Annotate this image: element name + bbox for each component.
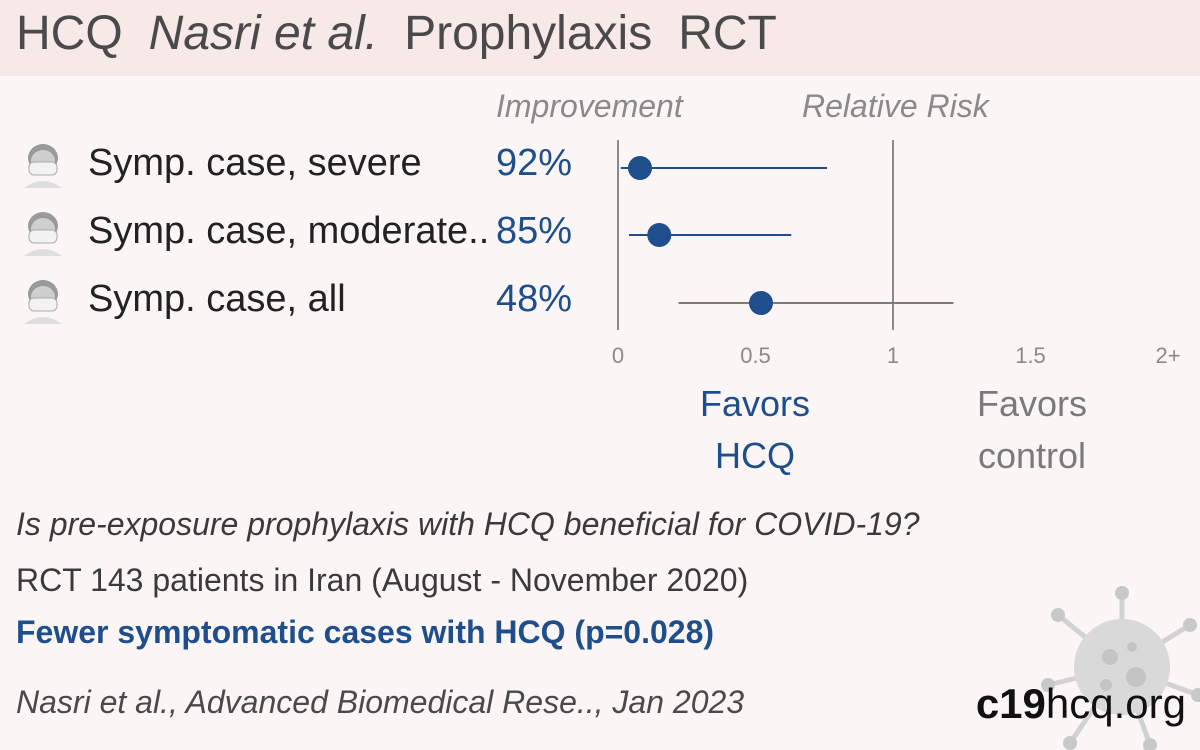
x-tick-label: 0.5 (740, 343, 771, 368)
site-logo[interactable]: c19hcq.org (976, 680, 1186, 728)
improvement-column-header: Improvement (496, 88, 683, 124)
point-estimate-2 (749, 291, 773, 315)
relative-risk-column-header: Relative Risk (802, 88, 989, 124)
sick-person-mask-icon (24, 212, 62, 256)
title-author: Nasri et al. (148, 7, 379, 60)
study-question: Is pre-exposure prophylaxis with HCQ ben… (16, 506, 920, 542)
favors-control-line2: control (977, 435, 1087, 476)
favors-hcq-line1: Favors (699, 383, 811, 424)
citation: Nasri et al., Advanced Biomedical Rese..… (16, 684, 745, 720)
point-estimate-1 (647, 223, 672, 247)
study-design: RCT 143 patients in Iran (August - Novem… (16, 562, 749, 598)
title-design: RCT (678, 7, 777, 60)
x-tick-label: 1.5 (1015, 343, 1046, 368)
x-tick-label: 0 (612, 343, 624, 368)
favors-control-label: Favors control (952, 378, 1112, 482)
favors-hcq-line2: HCQ (715, 435, 795, 476)
page-title: HCQ Nasri et al. Prophylaxis RCT (16, 6, 803, 61)
site-logo-bold: c19 (975, 680, 1046, 727)
study-conclusion: Fewer symptomatic cases with HCQ (p=0.02… (16, 614, 715, 650)
x-tick-label: 1 (887, 343, 899, 368)
sick-person-mask-icon (24, 144, 62, 188)
row-improvement-moderate: 85% (496, 210, 573, 252)
header-bar: HCQ Nasri et al. Prophylaxis RCT (0, 0, 1200, 76)
title-drug: HCQ (16, 7, 123, 60)
favors-hcq-label: Favors HCQ (680, 378, 830, 482)
virus-icon (1041, 586, 1200, 750)
row-label-severe: Symp. case, severe (88, 142, 422, 184)
row-label-moderate: Symp. case, moderate.. (88, 210, 490, 252)
sick-person-mask-icon (24, 280, 62, 324)
row-improvement-all: 48% (496, 278, 573, 320)
site-logo-rest: hcq.org (1045, 680, 1186, 727)
point-estimate-0 (628, 156, 652, 180)
x-tick-label: 2+ (1155, 343, 1180, 368)
forest-plot: 0 0.5 1 1.5 2+ (612, 140, 1181, 368)
title-type: Prophylaxis (404, 7, 653, 60)
row-improvement-severe: 92% (496, 142, 573, 184)
favors-control-line1: Favors (976, 383, 1088, 424)
row-label-all: Symp. case, all (88, 278, 346, 320)
